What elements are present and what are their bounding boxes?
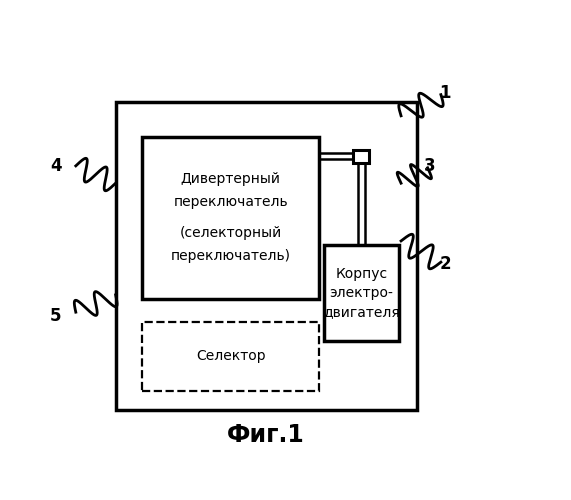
Text: 1: 1 [440,84,451,102]
Text: Дивертерный: Дивертерный [180,172,281,186]
Text: 2: 2 [440,255,451,273]
Text: двигателя: двигателя [323,305,400,319]
Bar [324,245,399,341]
Bar [353,150,369,163]
Text: 5: 5 [50,307,62,325]
Text: (селекторный: (селекторный [179,226,282,240]
Bar [142,137,319,298]
Text: переключатель): переключатель) [171,250,291,264]
Text: Корпус: Корпус [335,266,387,280]
Text: 4: 4 [50,157,62,175]
Text: электро-: электро- [329,286,393,300]
Bar [115,102,417,410]
Text: 3: 3 [424,157,436,175]
Text: Фиг.1: Фиг.1 [227,424,305,448]
Bar [142,322,319,391]
Text: переключатель: переключатель [174,196,288,209]
Text: Селектор: Селектор [196,350,266,364]
